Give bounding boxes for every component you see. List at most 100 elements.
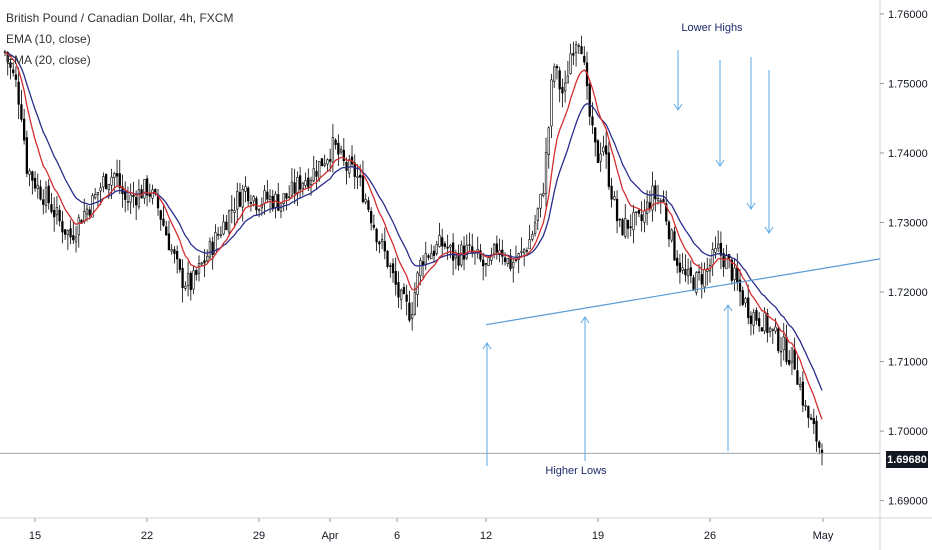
candle-body [12,69,15,74]
candle-body [443,243,447,247]
candle-body [326,159,329,165]
candle-body [334,139,337,145]
ema-lines [4,51,823,420]
candle-body [681,267,684,271]
candle-body [197,263,201,274]
candle-body [55,207,59,216]
candle-body [315,171,318,177]
candle-body [181,267,184,288]
candle-body [126,201,130,203]
candle-body [211,241,214,255]
candle-body [667,221,671,240]
candle-body [495,243,498,253]
lower-highs-label: Lower Highs [681,22,743,34]
candle-body [370,211,373,224]
candle-body [115,173,119,177]
candle-body [607,152,611,187]
ema-20-legend: EMA (20, close) [6,53,91,67]
candle-body [812,418,815,425]
last-price-badge: 1.69680 [886,451,928,468]
x-tick-label: 19 [592,530,604,542]
candle-body [331,137,335,163]
candle-body [730,259,733,281]
candle-body [615,198,619,222]
candle-body [304,180,307,186]
candle-body [173,249,176,255]
candle-body [263,190,266,204]
candle-body [339,148,343,153]
lower-high-arrow-2-head [715,159,725,167]
candle-body [435,243,438,254]
candle-body [367,200,370,210]
candle-body [91,195,94,218]
candlestick-series [3,35,824,466]
candle-body [553,66,556,82]
candle-body [318,160,321,180]
candle-body [145,178,149,196]
candle-body [14,74,18,80]
candle-body [768,327,772,333]
candle-body [468,244,471,246]
ema-10-legend: EMA (10, close) [6,32,91,46]
candle-body [66,230,69,236]
candle-body [72,235,75,241]
candle-body [438,235,441,247]
candle-body [33,177,37,189]
candle-body [771,328,774,331]
candle-body [293,182,296,194]
candle-body [758,318,761,327]
x-tick-label: 29 [253,530,265,542]
candle-body [170,249,173,252]
candle-body [129,194,132,203]
candle-body [796,370,799,385]
candle-body [550,79,553,127]
candle-body [498,250,501,256]
candle-body [703,269,706,288]
candle-body [528,239,531,250]
candle-body [285,193,288,199]
candle-body [249,202,253,204]
candle-body [542,192,545,196]
candle-body [74,236,78,243]
candle-body [408,302,411,321]
candle-body [192,270,195,290]
candle-body [738,279,742,292]
candle-body [113,173,116,178]
y-tick-label: 1.73000 [888,217,928,229]
candle-body [602,146,605,153]
candle-body [624,218,627,237]
candle-body [583,56,586,63]
candle-body [375,228,378,243]
candle-body [626,219,630,229]
candle-body [356,176,359,178]
candle-body [574,44,578,54]
candle-body [69,228,72,238]
candle-body [397,282,400,298]
candle-body [94,193,97,199]
x-tick-label: Apr [321,530,338,542]
candle-body [801,381,805,406]
candle-body [61,221,64,233]
candle-body [678,262,682,273]
candle-body [659,200,662,202]
candle-body [588,83,591,117]
candle-body [110,176,113,186]
candle-body [378,241,381,245]
candle-body [555,66,559,69]
candle-body [309,179,313,186]
candle-body [621,219,624,236]
candle-body [700,274,703,285]
candle-body [402,287,406,294]
candle-body [564,82,567,92]
candle-body [424,253,427,266]
candle-body [104,174,108,189]
candle-body [539,193,542,209]
candle-body [102,176,105,188]
candle-body [427,255,430,258]
candle-body [692,277,695,291]
candle-body [266,191,269,200]
candle-body [63,229,67,235]
candle-body [413,292,417,315]
candle-body [725,255,728,270]
